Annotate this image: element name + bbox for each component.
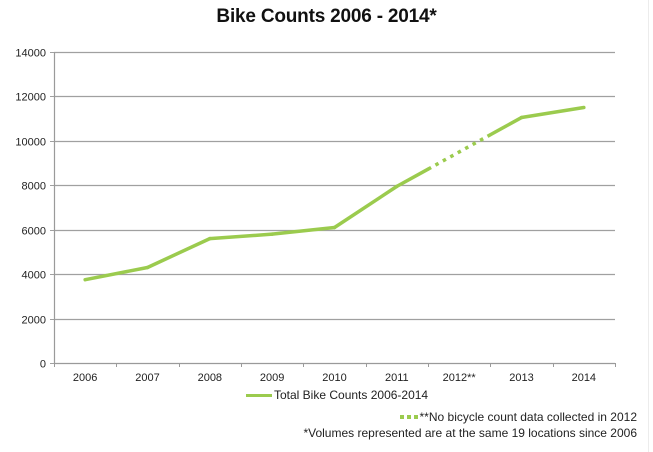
chart-title: Bike Counts 2006 - 2014* [216,6,437,27]
series-segment-2010 [332,184,399,230]
legend: Total Bike Counts 2006-2014 [246,388,428,402]
data-point-2010 [333,225,336,229]
series-segment-missing-dotted [427,133,492,171]
legend-label: Total Bike Counts 2006-2014 [274,388,429,402]
legend-swatch-dotted [399,415,418,419]
x-tick-label: 2010 [322,372,346,384]
series-segment-2008 [208,232,274,241]
data-point-2006 [83,278,87,282]
y-tick-label: 0 [40,359,46,371]
x-tick-label: 2011 [385,372,409,384]
data-point-2011 [395,184,399,188]
series-segment-gap-end [488,115,524,137]
y-tick-label: 6000 [22,226,46,238]
legend-swatch-solid [246,393,272,397]
series-segment-2009 [270,225,337,236]
y-tick-label: 12000 [15,92,46,104]
annotation-locations: *Volumes represented are at the same 19 … [303,426,637,440]
data-point-2014 [582,106,586,110]
annotation-missing-data: **No bicycle count data collected in 201… [399,410,637,424]
x-tick-label: 2014 [572,372,596,384]
series-lines [83,105,586,282]
series-segment-gap-start [395,167,430,189]
y-tick-labels: 0 2000 4000 6000 8000 10000 12000 14000 [15,48,46,371]
x-tick-label: 2013 [509,372,533,384]
data-point-2007 [146,265,149,269]
y-tick-label: 4000 [22,270,46,282]
series-segment-2006 [83,265,150,282]
y-tick-label: 10000 [15,137,46,149]
x-tick-label: 2006 [73,372,97,384]
series-segment-2007 [145,236,212,270]
frame-border [648,0,649,452]
axes [50,52,616,367]
annotation-missing-data-text: **No bicycle count data collected in 201… [419,410,637,424]
series-segment-2013 [519,105,586,120]
gridlines [54,51,615,321]
y-tick-label: 2000 [22,315,46,327]
x-tick-label: 2008 [198,372,222,384]
data-point-2008 [208,237,212,241]
data-point-2009 [270,232,274,236]
x-tick-label: 2012** [443,372,477,384]
x-tick-labels: 2006 2007 2008 2009 2010 2011 2012** 2013 2014 [73,372,596,384]
data-point-2013 [520,116,523,120]
x-tick-label: 2007 [135,372,159,384]
x-tick-label: 2009 [260,372,284,384]
y-tick-label: 8000 [22,181,46,193]
y-tick-label: 14000 [15,48,46,60]
